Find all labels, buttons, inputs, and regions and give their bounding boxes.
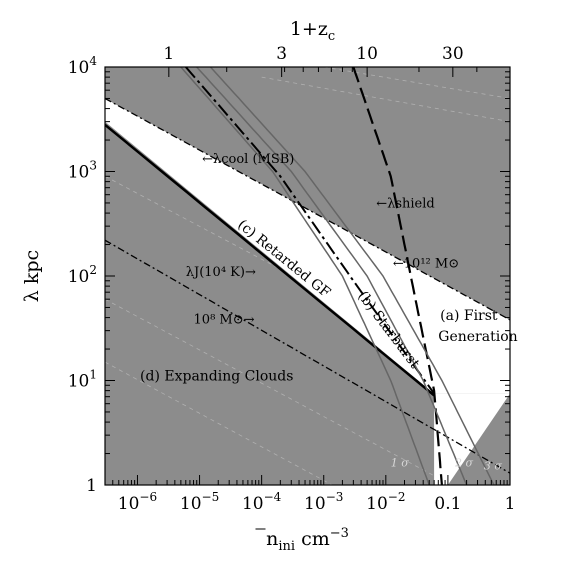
regions — [105, 98, 510, 485]
series-line-4 — [105, 239, 510, 474]
annotation-sig1: 1 σ — [391, 457, 409, 470]
region-white-upper — [105, 98, 510, 394]
curves — [105, 67, 510, 485]
x-tick-label: 10−6 — [118, 490, 157, 514]
top-tick-label: 1 — [163, 44, 174, 64]
y-tick-label: 104 — [68, 54, 98, 78]
annotation-first: (a) First — [440, 308, 498, 324]
series-line-7 — [209, 67, 495, 485]
x-tick-label: 0.1 — [434, 494, 461, 514]
y-tick-label: 1 — [86, 476, 97, 496]
region-white-wedge — [105, 121, 510, 485]
x-tick-label: 10−4 — [242, 490, 282, 514]
axis-titles: nini cm−3 λ kpc 1+zc — [21, 18, 349, 554]
top-tick-label: 10 — [356, 44, 378, 64]
series-line-1 — [105, 97, 510, 321]
series-line-2 — [185, 67, 435, 395]
top-tick-label: 3 — [276, 44, 287, 64]
annotation-m12: ←10¹² M⊙ — [393, 257, 459, 272]
x-axis-title: nini cm−3 — [266, 526, 349, 554]
x-tick-label: 1 — [505, 494, 516, 514]
annotation-generation: Generation — [438, 329, 517, 345]
x-tick-label: 10−2 — [366, 490, 405, 514]
series-line-0 — [105, 123, 435, 397]
guide-line — [261, 76, 510, 123]
y-tick-label: 103 — [68, 159, 97, 183]
annotation-lcool: ←λcool (MSB) — [202, 152, 294, 167]
annotation-sig2: 2 σ — [454, 457, 473, 470]
annotation-expanding: (d) Expanding Clouds — [140, 369, 293, 385]
annotation-lshield: ←λshield — [376, 197, 435, 212]
series-line-6 — [196, 67, 468, 485]
y-tick-label: 102 — [68, 263, 97, 287]
y-axis-title: λ kpc — [21, 250, 43, 302]
annotation-sig3: 3 σ — [484, 460, 502, 473]
series-line-3 — [352, 67, 443, 485]
annotation-m8: 10⁸ M⊙→ — [194, 313, 255, 328]
x-tick-label: 10−5 — [180, 490, 219, 514]
top-axis-title: 1+zc — [290, 18, 335, 44]
annotation-lj: λJ(10⁴ K)→ — [186, 265, 256, 280]
top-tick-label: 30 — [442, 44, 464, 64]
x-tick-label: 10−3 — [304, 490, 343, 514]
series-line-5 — [180, 67, 430, 485]
ticks: 10−6 10−5 10−4 10−3 10−2 0.1 1 1 101 102 103 104 1 3 1… — [68, 44, 516, 514]
y-tick-label: 101 — [68, 368, 97, 392]
